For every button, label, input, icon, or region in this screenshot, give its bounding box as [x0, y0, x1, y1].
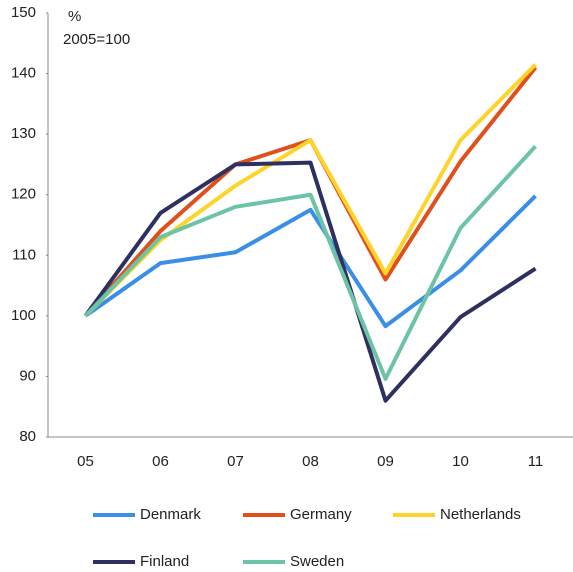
legend-label: Germany	[290, 506, 352, 523]
y-tick-label: 140	[11, 65, 36, 82]
x-tick-label: 11	[528, 453, 544, 470]
y-tick-label: 120	[11, 186, 36, 203]
series-line	[84, 194, 537, 329]
y-tick-label: 90	[19, 367, 36, 384]
y-tick-label: 80	[19, 428, 36, 445]
x-tick-label: 07	[227, 453, 244, 470]
legend-label: Sweden	[290, 553, 344, 570]
annotation: 2005=100	[63, 31, 130, 48]
x-tick-label: 09	[377, 453, 394, 470]
annotation: %	[68, 8, 81, 25]
legend-label: Netherlands	[440, 506, 521, 523]
legend-label: Finland	[140, 553, 189, 570]
series-line	[84, 144, 537, 381]
legend-label: Denmark	[140, 506, 201, 523]
y-tick-label: 110	[12, 246, 36, 263]
series-line	[84, 63, 537, 318]
x-tick-label: 08	[302, 453, 319, 470]
y-tick-label: 130	[11, 125, 36, 142]
x-tick-label: 10	[452, 453, 469, 470]
y-tick-label: 100	[11, 307, 36, 324]
y-tick-label: 150	[11, 4, 36, 21]
series-line	[84, 66, 538, 318]
x-tick-label: 06	[152, 453, 169, 470]
x-tick-label: 05	[77, 453, 94, 470]
series-line	[83, 160, 537, 403]
